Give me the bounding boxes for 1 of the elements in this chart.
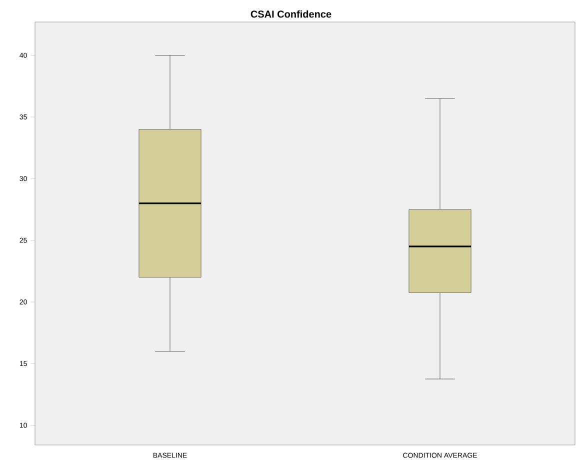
chart-title: CSAI Confidence	[250, 10, 332, 18]
